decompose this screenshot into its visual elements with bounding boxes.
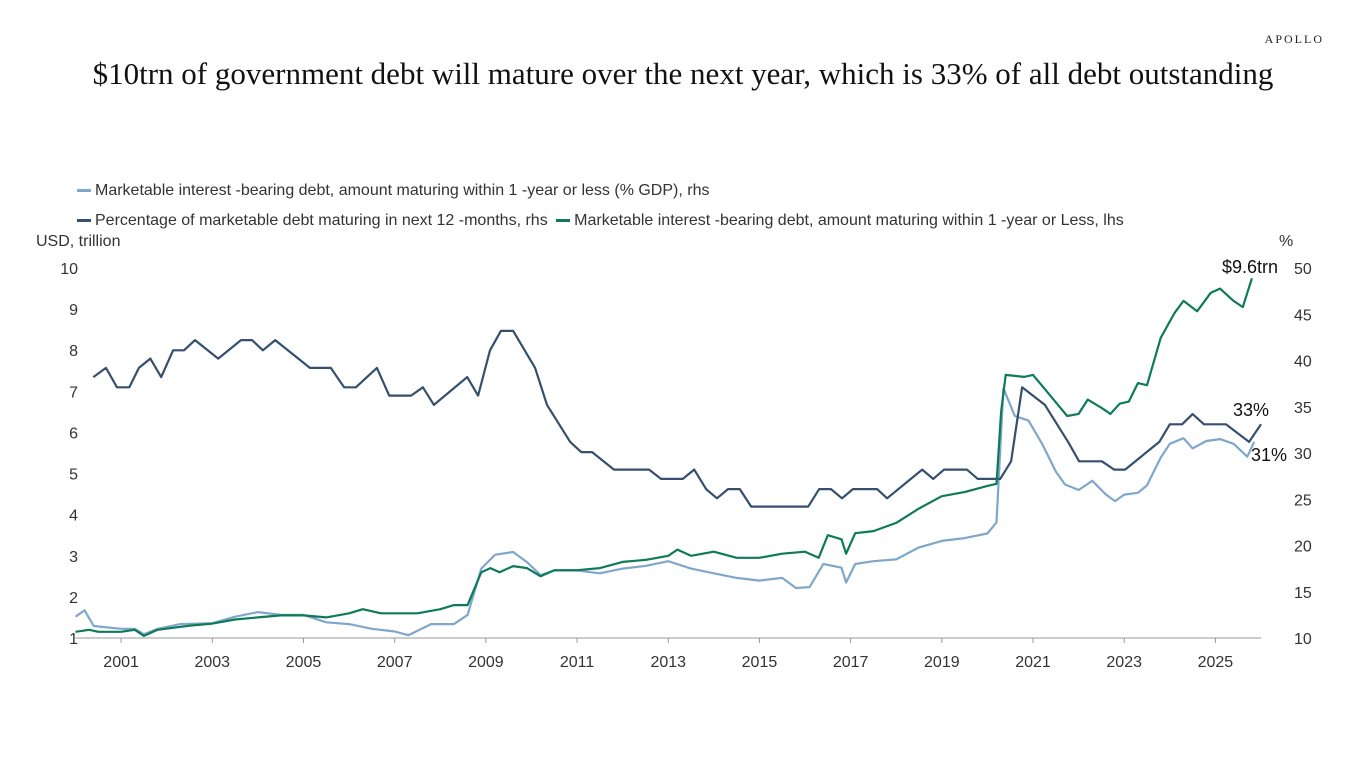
apollo-logo: APOLLO: [1264, 32, 1324, 46]
y-left-axis-label: USD, trillion: [36, 233, 120, 250]
annotation-31pct: 31%: [1251, 445, 1287, 465]
y-left-tick-label: 1: [69, 631, 78, 648]
y-left-tick-label: 3: [69, 549, 78, 566]
legend-swatch: [77, 219, 91, 223]
y-left-tick-label: 2: [69, 590, 78, 607]
y-right-tick-label: 15: [1294, 585, 1312, 602]
legend-label: Marketable interest -bearing debt, amoun…: [95, 182, 710, 199]
legend-item-usd: Marketable interest -bearing debt, amoun…: [552, 212, 1124, 229]
annotation-33pct: 33%: [1233, 400, 1269, 420]
y-left-tick-label: 5: [69, 467, 78, 484]
x-tick-label: 2015: [742, 654, 778, 671]
legend-label: Percentage of marketable debt maturing i…: [95, 212, 548, 229]
series-line-2: [75, 277, 1253, 637]
legend-item-pct-gdp: Marketable interest -bearing debt, amoun…: [77, 182, 709, 200]
x-tick-label: 2025: [1198, 654, 1234, 671]
y-right-axis-label: %: [1279, 233, 1293, 250]
chart-title: $10trn of government debt will mature ov…: [92, 56, 1274, 91]
y-right-tick-label: 30: [1294, 446, 1312, 463]
legend-item-pct-maturing: Percentage of marketable debt maturing i…: [77, 212, 548, 229]
y-right-tick-label: 40: [1294, 354, 1312, 371]
legend-label: Marketable interest -bearing debt, amoun…: [574, 212, 1124, 229]
legend-swatch: [77, 189, 91, 193]
y-right-tick-label: 10: [1294, 631, 1312, 648]
x-tick-label: 2007: [377, 654, 413, 671]
y-left-tick-label: 6: [69, 425, 78, 442]
y-right-tick-label: 25: [1294, 492, 1312, 509]
x-tick-label: 2021: [1015, 654, 1051, 671]
x-tick-label: 2009: [468, 654, 504, 671]
y-left-tick-label: 7: [69, 384, 78, 401]
series-line-1: [92, 329, 1262, 508]
annotation-9-6trn: $9.6trn: [1222, 257, 1278, 277]
x-tick-label: 2003: [194, 654, 230, 671]
y-right-tick-label: 20: [1294, 539, 1312, 556]
x-tick-label: 2011: [560, 654, 595, 671]
y-left-tick-label: 4: [69, 508, 78, 525]
y-left-tick-label: 8: [69, 343, 78, 360]
y-right-tick-label: 50: [1294, 261, 1312, 278]
y-right-tick-label: 35: [1294, 400, 1312, 417]
y-left-tick-label: 10: [60, 261, 78, 278]
x-tick-label: 2017: [833, 654, 869, 671]
x-tick-label: 2023: [1106, 654, 1142, 671]
x-tick-label: 2019: [924, 654, 960, 671]
y-right-tick-label: 45: [1294, 307, 1312, 324]
legend-swatch: [556, 219, 571, 223]
x-tick-label: 2001: [103, 654, 139, 671]
x-tick-label: 2013: [650, 654, 686, 671]
y-left-tick-label: 9: [69, 302, 78, 319]
series-line-0: [74, 387, 1256, 637]
legend-row-2: Percentage of marketable debt maturing i…: [77, 212, 1124, 230]
x-tick-label: 2005: [286, 654, 322, 671]
